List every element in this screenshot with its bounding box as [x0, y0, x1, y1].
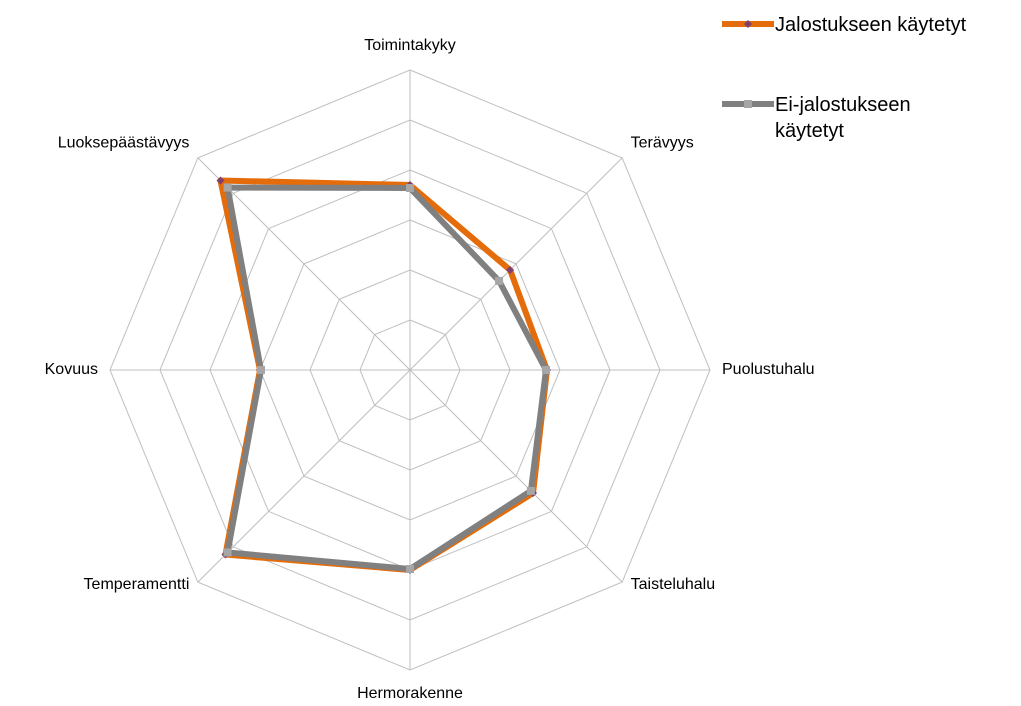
marker: [526, 486, 535, 495]
axis-label: Hermorakenne: [357, 685, 463, 702]
marker: [223, 548, 232, 557]
legend-swatch: [722, 100, 774, 108]
axis-label: Luoksepäästävyys: [58, 135, 190, 152]
spoke: [197, 369, 411, 583]
axis-label: Terävyys: [631, 135, 694, 152]
marker: [495, 276, 504, 285]
legend-label: Ei-jalostukseen käytetyt: [775, 94, 911, 142]
marker: [406, 565, 414, 573]
marker: [223, 183, 232, 192]
legend-marker: [744, 20, 752, 28]
spoke: [409, 157, 623, 371]
marker: [506, 265, 515, 274]
marker: [406, 184, 414, 192]
legend-item: Jalostukseen käytetyt: [722, 12, 967, 38]
legend-label: Jalostukseen käytetyt: [775, 14, 967, 36]
legend-item: Ei-jalostukseen käytetyt: [722, 92, 967, 144]
axis-label: Kovuus: [45, 361, 98, 378]
axis-label: Temperamentti: [84, 576, 190, 593]
legend-swatch: [722, 20, 774, 28]
legend-marker: [744, 100, 752, 108]
axis-label: Taisteluhalu: [631, 576, 716, 593]
legend: Jalostukseen käytetyt Ei-jalostukseen käy…: [722, 12, 967, 198]
marker: [257, 366, 265, 374]
marker: [216, 176, 225, 185]
spoke: [409, 369, 623, 583]
series-line: [224, 184, 549, 572]
marker: [542, 366, 550, 374]
spoke: [197, 157, 411, 371]
axis-label: Puolustuhalu: [722, 361, 815, 378]
axis-label: Toimintakyky: [364, 37, 456, 54]
